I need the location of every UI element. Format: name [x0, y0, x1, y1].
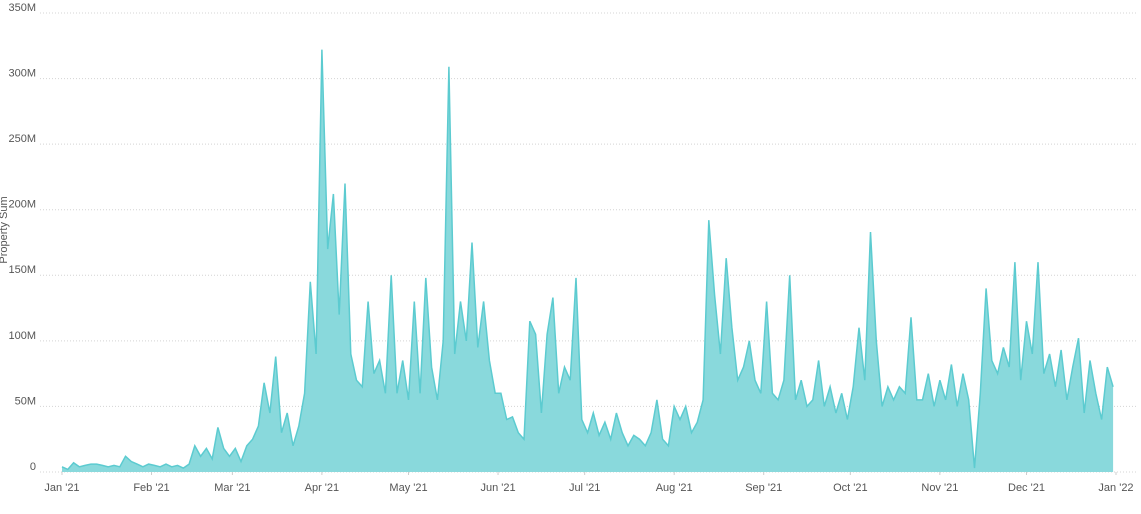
y-tick-label: 200M — [8, 199, 36, 211]
x-tick-label: Jun '21 — [480, 482, 515, 494]
x-tick-label: Jan '22 — [1098, 482, 1133, 494]
y-tick-label: 150M — [8, 264, 36, 276]
y-tick-label: 300M — [8, 67, 36, 79]
x-tick-label: Mar '21 — [214, 482, 250, 494]
x-tick-label: Apr '21 — [305, 482, 340, 494]
x-tick-label: Sep '21 — [745, 482, 782, 494]
y-tick-label: 350M — [8, 2, 36, 14]
y-tick-label: 250M — [8, 133, 36, 145]
y-tick-label: 100M — [8, 330, 36, 342]
x-tick-label: May '21 — [389, 482, 427, 494]
x-tick-label: Nov '21 — [921, 482, 958, 494]
area-line — [61, 49, 1114, 471]
x-tick-label: Jul '21 — [569, 482, 600, 494]
y-tick-label: 0 — [30, 461, 36, 473]
x-tick-label: Feb '21 — [133, 482, 169, 494]
y-axis-label: Property Sum — [0, 196, 10, 263]
y-tick-label: 50M — [15, 395, 36, 407]
x-tick-label: Oct '21 — [833, 482, 868, 494]
area — [62, 49, 1114, 472]
x-tick-label: Dec '21 — [1008, 482, 1045, 494]
x-tick-label: Jan '21 — [44, 482, 79, 494]
x-tick-label: Aug '21 — [656, 482, 693, 494]
